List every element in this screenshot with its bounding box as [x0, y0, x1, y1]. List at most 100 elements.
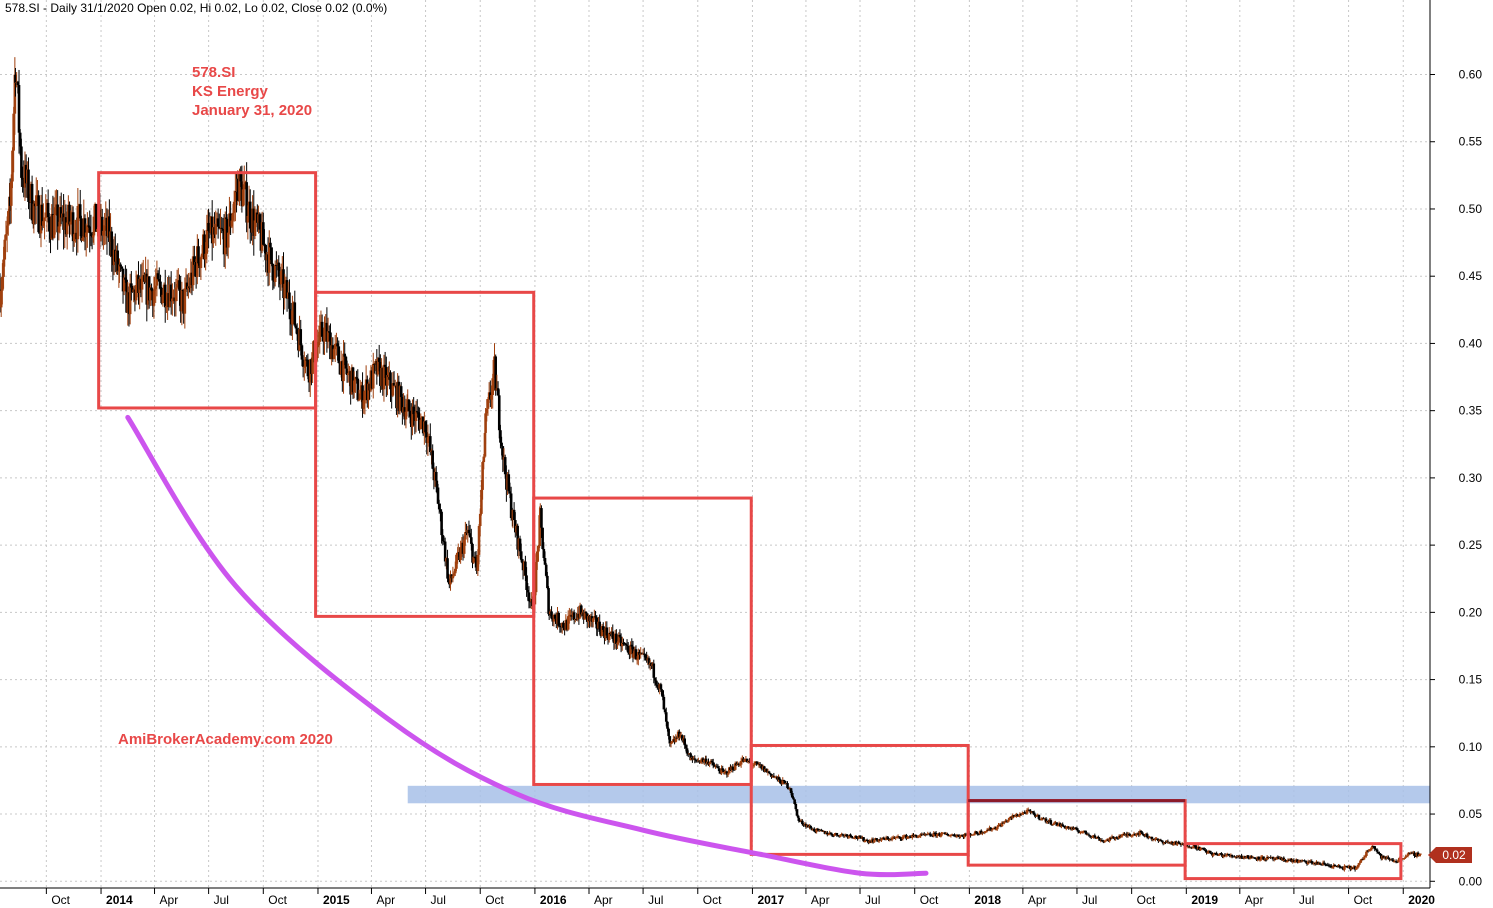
candle-body [277, 262, 281, 277]
candle-body [94, 203, 98, 232]
candle [306, 353, 310, 380]
candle-body [226, 232, 230, 248]
candle-body [485, 408, 489, 414]
candle [12, 106, 15, 173]
candle-body [223, 217, 227, 255]
candle [446, 549, 449, 583]
x-tick-label: Oct [1354, 893, 1373, 907]
candle-body [713, 765, 716, 767]
candle-body [171, 298, 174, 302]
y-tick-label: 0.25 [1459, 538, 1483, 552]
candle-body [327, 331, 331, 333]
candle-body [1293, 861, 1297, 863]
candle [940, 831, 943, 837]
candle-body [1340, 867, 1344, 869]
candle [1282, 856, 1286, 862]
candle [415, 399, 419, 414]
candle-body [288, 292, 291, 309]
candle [1075, 826, 1079, 831]
candle [371, 352, 375, 399]
candle-body [1259, 856, 1263, 860]
candle-body [59, 207, 63, 218]
candle-body [726, 773, 730, 775]
candle-body [0, 290, 3, 308]
x-tick-label: Jul [865, 893, 880, 907]
x-tick-label: 2016 [540, 893, 567, 907]
candle-body [1378, 853, 1381, 855]
candle-body [43, 217, 46, 222]
candle [1007, 817, 1011, 822]
candle-body [44, 212, 48, 218]
candle [541, 527, 544, 550]
candle-body [666, 721, 669, 729]
candle-body [1321, 862, 1325, 865]
candle-body [1230, 855, 1234, 857]
candle [566, 610, 570, 631]
candle-body [1076, 830, 1080, 832]
candle [708, 761, 711, 768]
candle-body [242, 184, 246, 190]
candle [598, 614, 601, 635]
candle [7, 208, 10, 236]
candle [436, 483, 440, 505]
candle-body [797, 817, 801, 821]
candle-body [547, 613, 551, 615]
candle [779, 778, 782, 784]
candle-body [1194, 845, 1198, 849]
candle [792, 795, 795, 800]
candle-body [283, 283, 286, 299]
candle-body [1373, 846, 1377, 850]
candle [474, 550, 478, 568]
candle-body [889, 839, 893, 841]
candle [946, 832, 949, 836]
candle-body [1166, 841, 1170, 843]
candle-body [528, 601, 532, 603]
candle-body [826, 832, 829, 835]
candle [1205, 849, 1208, 855]
candle-body [527, 592, 531, 602]
candle-body [346, 373, 350, 375]
candle-body [157, 278, 161, 282]
candle-body [839, 834, 842, 837]
candle-body [1016, 814, 1019, 817]
candle [595, 614, 599, 636]
candle-body [455, 554, 458, 569]
candle-body [681, 735, 684, 741]
x-tick-label: Jul [214, 893, 229, 907]
candle-body [1362, 857, 1366, 860]
candle-body [464, 532, 467, 540]
candle-body [703, 759, 706, 762]
candle-body [1379, 853, 1382, 855]
candle-body [103, 225, 106, 231]
candle [767, 770, 771, 774]
candle [42, 203, 45, 229]
candle [404, 398, 408, 429]
candle [857, 835, 861, 840]
candle [670, 740, 674, 744]
x-tick-label: Jul [1299, 893, 1314, 907]
range-box [532, 496, 753, 786]
candle-body [1160, 840, 1164, 842]
candle-body [630, 644, 634, 647]
candle-body [794, 803, 798, 810]
candle-body [34, 195, 38, 207]
candle-body [880, 839, 883, 841]
candle-body [1025, 809, 1029, 814]
candle [1187, 845, 1191, 848]
candle [544, 562, 548, 578]
candle-body [1243, 856, 1247, 858]
candle-body [12, 113, 15, 151]
candle-body [155, 273, 159, 286]
candle-body [484, 413, 487, 433]
candle [37, 190, 40, 234]
candle-body [362, 400, 366, 409]
candle-body [644, 654, 647, 658]
candle-body [100, 216, 104, 236]
candle [716, 764, 720, 769]
candle [471, 542, 474, 569]
candle-body [225, 217, 228, 219]
candle-body [662, 696, 666, 710]
candle [786, 781, 789, 790]
candle-body [1150, 836, 1154, 840]
